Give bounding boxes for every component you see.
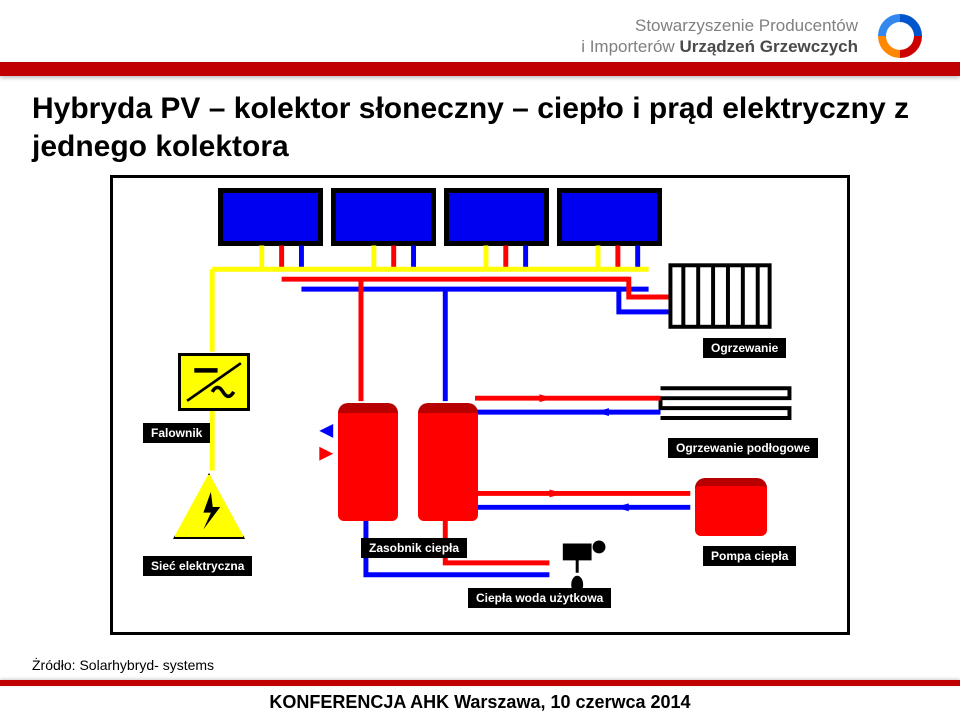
heat-tank-icon bbox=[338, 403, 398, 521]
heat-pump-label: Pompa ciepła bbox=[703, 546, 796, 566]
org-line2: i Importerów Urządzeń Grzewczych bbox=[581, 36, 858, 57]
org-line1: Stowarzyszenie Producentów bbox=[581, 15, 858, 36]
tap-icon bbox=[564, 542, 604, 573]
inverter-icon bbox=[178, 353, 250, 411]
tank-label: Zasobnik ciepła bbox=[361, 538, 467, 558]
footer-text: KONFERENCJA AHK Warszawa, 10 czerwca 201… bbox=[0, 686, 960, 721]
heat-tank-icon bbox=[418, 403, 478, 521]
grid-label: Sieć elektryczna bbox=[143, 556, 252, 576]
header-divider bbox=[0, 62, 960, 76]
inverter-label: Falownik bbox=[143, 423, 210, 443]
system-diagram: Falownik Sieć elektryczna Zasobnik ciepł… bbox=[110, 175, 850, 635]
source-citation: Żródło: Solarhybryd- systems bbox=[32, 657, 214, 673]
org-name: Stowarzyszenie Producentów i Importerów … bbox=[581, 15, 858, 58]
heat-pump-icon bbox=[695, 478, 767, 536]
radiator-label: Ogrzewanie bbox=[703, 338, 786, 358]
slide-footer: KONFERENCJA AHK Warszawa, 10 czerwca 201… bbox=[0, 680, 960, 721]
floor-heating-label: Ogrzewanie podłogowe bbox=[668, 438, 818, 458]
org-header: Stowarzyszenie Producentów i Importerów … bbox=[581, 6, 930, 66]
swirl-logo-icon bbox=[870, 6, 930, 66]
slide-title: Hybryda PV – kolektor słoneczny – ciepło… bbox=[32, 90, 960, 165]
dhw-label: Ciepła woda użytkowa bbox=[468, 588, 611, 608]
